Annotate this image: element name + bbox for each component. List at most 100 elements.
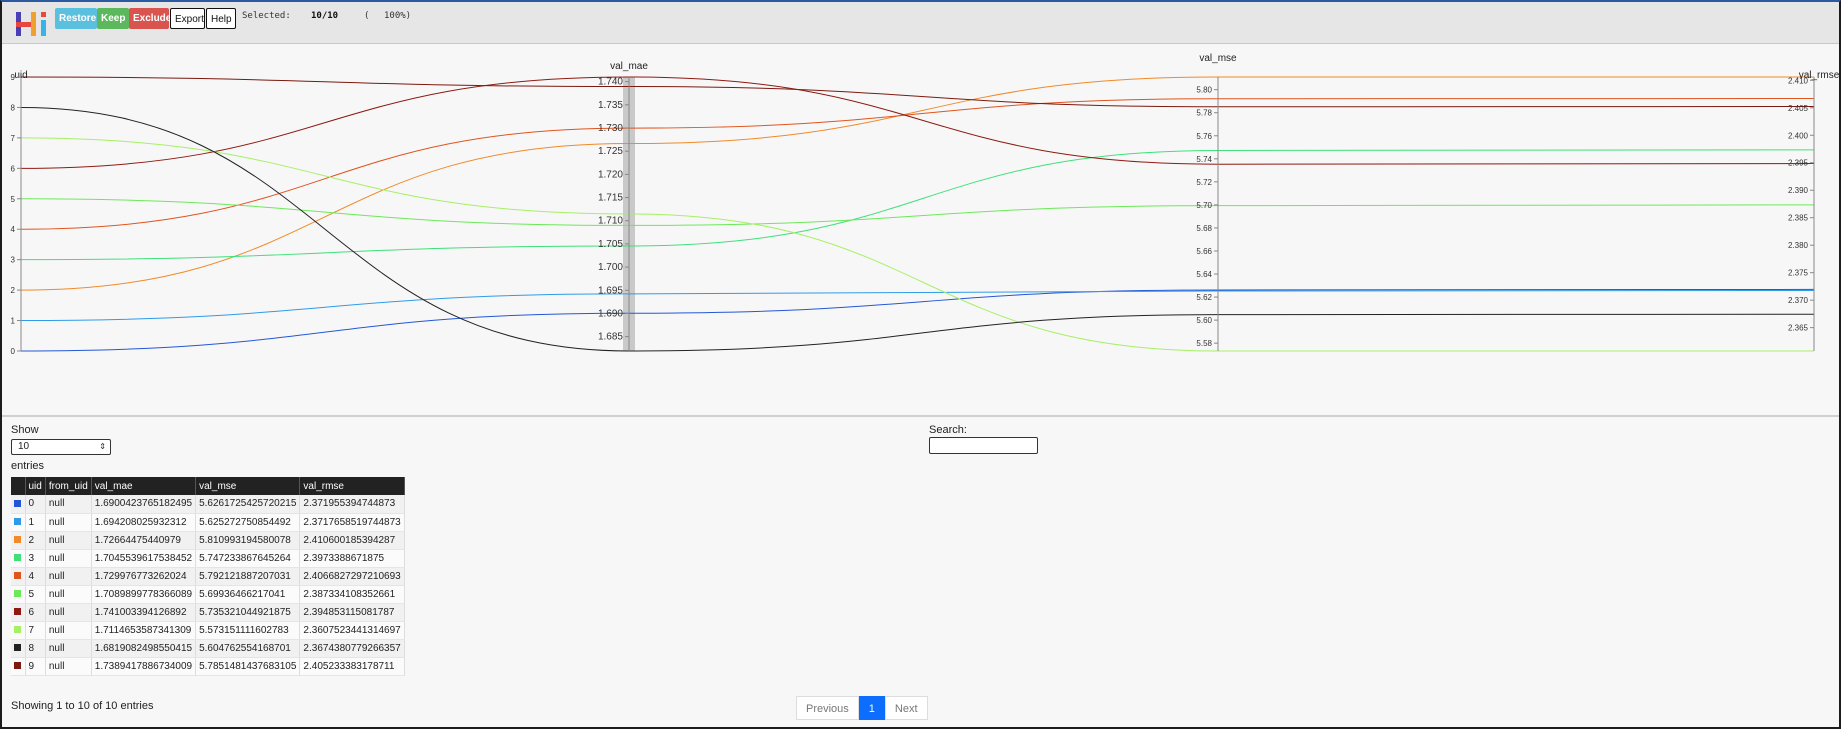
axis-tick-label-val_mae: 1.735 [598, 100, 623, 111]
row-color-cell [11, 531, 26, 550]
cell-val_mae: 1.7045539617538452 [91, 549, 197, 568]
selected-percent: 100%) [384, 11, 412, 21]
cell-val_mse: 5.7851481437683105 [195, 657, 301, 676]
cell-val_mae: 1.72664475440979 [91, 531, 197, 550]
page-1-button[interactable]: 1 [858, 696, 885, 720]
row-color-swatch-icon [14, 500, 21, 508]
cell-val_mse: 5.810993194580078 [195, 531, 301, 550]
axis-tick-label-val_rmse: 2.385 [1788, 214, 1809, 223]
cell-val_mae: 1.7389417886734009 [91, 657, 197, 676]
axis-tick-label-val_mae: 1.700 [598, 262, 623, 273]
table-row[interactable]: 4 null 1.729976773262024 5.792121887207031 2… [11, 567, 405, 586]
column-header-val_rmse[interactable]: val_rmse [299, 477, 405, 495]
table-row[interactable]: 6 null 1.741003394126892 5.735321044921875 2… [11, 603, 405, 622]
help-button[interactable]: Help [206, 8, 236, 29]
axis-label-val_mae[interactable]: val_mae [610, 61, 648, 72]
cell-uid: 2 [25, 531, 46, 550]
axis-tick-label-val_mse: 5.72 [1196, 178, 1212, 187]
series-line-uid-0[interactable] [20, 288, 1815, 352]
table-row[interactable]: 0 null 1.6900423765182495 5.626172542572021… [11, 495, 405, 514]
cell-from_uid: null [45, 603, 92, 622]
column-header-uid[interactable]: uid [25, 477, 46, 495]
cell-val_mse: 5.573151111602783 [195, 621, 301, 640]
next-page-button[interactable]: Next [884, 696, 928, 720]
cell-val_mse: 5.625272750854492 [195, 513, 301, 532]
row-color-swatch-icon [14, 518, 21, 526]
table-row[interactable]: 3 null 1.7045539617538452 5.747233867645264… [11, 549, 405, 568]
series-line-uid-3[interactable] [20, 149, 1815, 261]
cell-from_uid: null [45, 585, 92, 604]
row-color-cell [11, 639, 26, 658]
keep-button[interactable]: Keep [97, 8, 129, 29]
cell-uid: 4 [25, 567, 46, 586]
table-row[interactable]: 2 null 1.72664475440979 5.810993194580078 2.… [11, 531, 405, 550]
data-table: uid from_uid val_mae val_mse val_rmse 0 null 1… [11, 477, 405, 676]
series-line-uid-6[interactable] [20, 76, 1815, 169]
cell-val_rmse: 2.387334108352661 [299, 585, 405, 604]
selected-count: 10/10 [311, 11, 339, 21]
axis-tick-label-val_mse: 5.68 [1196, 224, 1212, 233]
axis-tick-label-val_rmse: 2.380 [1788, 241, 1809, 250]
row-color-swatch-icon [14, 608, 21, 616]
table-row[interactable]: 7 null 1.7114653587341309 5.573151111602783… [11, 621, 405, 640]
column-header-val_mse[interactable]: val_mse [195, 477, 301, 495]
axis-tick-label-uid: 9 [11, 73, 16, 82]
parallel-coordinates-plot[interactable]: uid 0 1 2 3 4 5 6 7 8 9 val_mae 1.685 1.690 1.695 1.700… [2, 44, 1839, 415]
pagination: Previous 1 Next [796, 696, 928, 720]
series-line-uid-8[interactable] [20, 106, 1815, 352]
axis-tick-label-val_mse: 5.74 [1196, 155, 1212, 164]
entries-label: entries [11, 460, 45, 472]
row-color-swatch-icon [14, 662, 21, 670]
restore-button[interactable]: Restore [55, 8, 97, 29]
axis-val_rmse: val_rmse 2.365 2.370 2.375 2.380 2.385 2.390 2.… [1788, 70, 1839, 351]
cell-val_rmse: 2.410600185394287 [299, 531, 405, 550]
axis-val_mse: val_mse 5.58 5.60 5.62 5.64 5.66 5.68 5.70 5.72 5… [1196, 53, 1237, 351]
axis-label-val_rmse[interactable]: val_rmse [1799, 70, 1839, 81]
selected-label: Selected: [242, 11, 291, 21]
series-line-uid-2[interactable] [20, 76, 1815, 291]
cell-val_mse: 5.735321044921875 [195, 603, 301, 622]
column-header-val_mae[interactable]: val_mae [91, 477, 197, 495]
axis-tick-label-uid: 1 [11, 317, 16, 326]
cell-val_mae: 1.7114653587341309 [91, 621, 197, 640]
cell-val_rmse: 2.371955394744873 [299, 495, 405, 514]
export-button[interactable]: Export [170, 8, 205, 29]
series-line-uid-9[interactable] [20, 76, 1815, 108]
axis-tick-label-val_mae: 1.715 [598, 193, 623, 204]
axis-label-val_mse[interactable]: val_mse [1199, 53, 1237, 64]
axis-val_mae: val_mae 1.685 1.690 1.695 1.700 1.705 1.710 1.7… [598, 61, 648, 351]
chevron-updown-icon: ⇕ [99, 442, 106, 451]
axis-tick-label-val_rmse: 2.375 [1788, 269, 1809, 278]
series-line-uid-1[interactable] [20, 289, 1815, 322]
cell-val_mse: 5.747233867645264 [195, 549, 301, 568]
cell-from_uid: null [45, 495, 92, 514]
cell-val_rmse: 2.4066827297210693 [299, 567, 405, 586]
row-color-swatch-icon [14, 626, 21, 634]
search-input[interactable] [929, 437, 1038, 454]
cell-val_rmse: 2.3717658519744873 [299, 513, 405, 532]
axis-tick-label-val_rmse: 2.400 [1788, 131, 1809, 140]
previous-page-button[interactable]: Previous [796, 696, 859, 720]
axis-tick-label-uid: 4 [11, 225, 16, 234]
axis-tick-label-uid: 2 [11, 286, 16, 295]
axis-label-uid[interactable]: uid [14, 70, 27, 81]
page-size-select[interactable]: 10 ⇕ [11, 439, 111, 455]
series-line-uid-5[interactable] [20, 198, 1815, 226]
table-row[interactable]: 1 null 1.694208025932312 5.625272750854492 2… [11, 513, 405, 532]
column-header-from_uid[interactable]: from_uid [45, 477, 92, 495]
section-divider [2, 415, 1839, 417]
table-row[interactable]: 8 null 1.6819082498550415 5.604762554168701… [11, 639, 405, 658]
row-color-swatch-icon [14, 536, 21, 544]
axis-tick-label-val_rmse: 2.410 [1788, 76, 1809, 85]
axis-tick-label-val_mse: 5.64 [1196, 270, 1212, 279]
cell-val_mse: 5.792121887207031 [195, 567, 301, 586]
table-row[interactable]: 9 null 1.7389417886734009 5.785148143768310… [11, 657, 405, 676]
cell-val_mae: 1.694208025932312 [91, 513, 197, 532]
column-header-color[interactable] [11, 477, 26, 495]
axis-tick-label-val_rmse: 2.405 [1788, 104, 1809, 113]
table-row[interactable]: 5 null 1.7089899778366089 5.69936466217041 2… [11, 585, 405, 604]
exclude-button[interactable]: Exclude [129, 8, 171, 29]
series-line-uid-7[interactable] [20, 137, 1815, 352]
cell-val_mse: 5.6261725425720215 [195, 495, 301, 514]
row-color-cell [11, 567, 26, 586]
